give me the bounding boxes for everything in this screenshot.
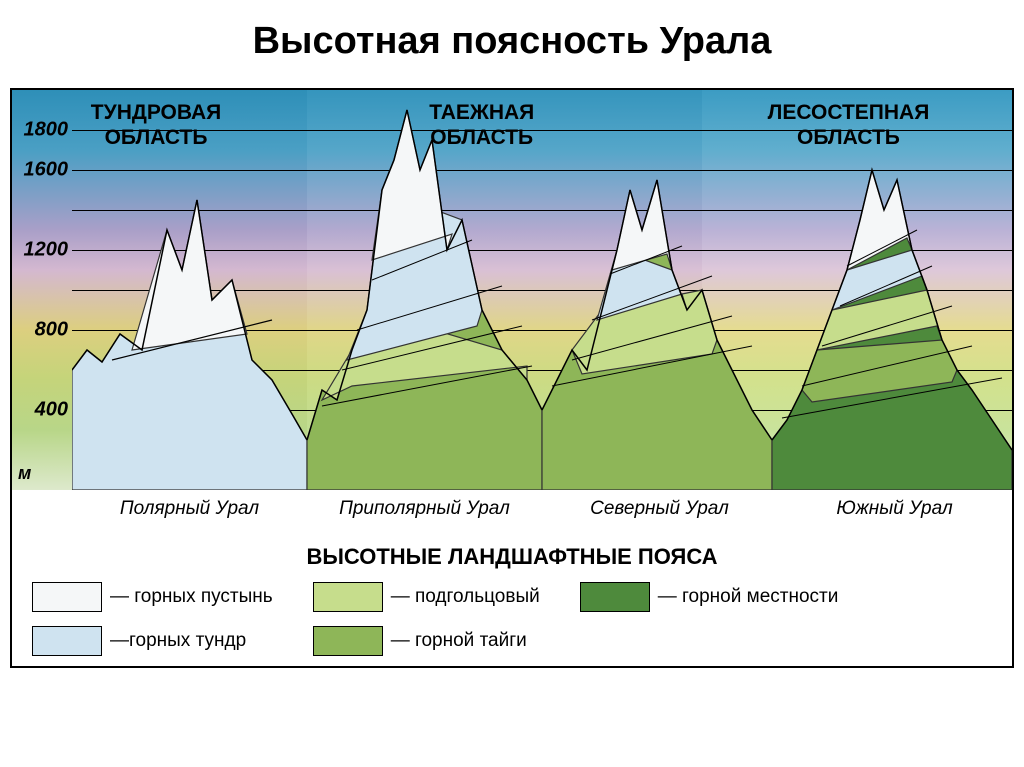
legend-item: — горной местности [580, 582, 839, 612]
x-label: Южный Урал [777, 498, 1012, 520]
legend-label: — горной местности [658, 586, 839, 608]
legend-col-2: — подгольцовый — горной тайги [313, 582, 540, 656]
region-header: ЛЕСОСТЕПНАЯОБЛАСТЬ [768, 100, 930, 150]
page-title: Высотная поясность Урала [10, 20, 1014, 63]
x-label: Приполярный Урал [307, 498, 542, 520]
y-tick-label: 800 [35, 319, 68, 342]
legend-item: — горной тайги [313, 626, 540, 656]
legend-label: —горных тундр [110, 630, 246, 652]
y-tick-label: 1200 [24, 239, 69, 262]
x-label: Полярный Урал [72, 498, 307, 520]
legend-label: — подгольцовый [391, 586, 540, 608]
y-tick-label: 400 [35, 399, 68, 422]
legend-item: — подгольцовый [313, 582, 540, 612]
legend-col-1: — горных пустынь —горных тундр [32, 582, 273, 656]
y-tick-label: 1600 [24, 159, 69, 182]
legend-swatch [580, 582, 650, 612]
legend-swatch [32, 582, 102, 612]
x-label: Северный Урал [542, 498, 777, 520]
region-header: ТУНДРОВАЯОБЛАСТЬ [91, 100, 221, 150]
axis-unit: м [18, 463, 31, 484]
legend-swatch [32, 626, 102, 656]
chart-area: м 1800 1600 1200 800 400 ТУНДРОВАЯОБЛАСТЬ ТАЕ… [12, 90, 1012, 490]
legend: — горных пустынь —горных тундр — подгольц… [12, 582, 1012, 666]
legend-item: — горных пустынь [32, 582, 273, 612]
legend-item: —горных тундр [32, 626, 273, 656]
legend-swatch [313, 626, 383, 656]
legend-label: — горной тайги [391, 630, 527, 652]
x-axis-labels: Полярный УралПриполярный УралСеверный Ур… [12, 490, 1012, 524]
legend-swatch [313, 582, 383, 612]
legend-title: ВЫСОТНЫЕ ЛАНДШАФТНЫЕ ПОЯСА [12, 544, 1012, 570]
region-header: ТАЕЖНАЯОБЛАСТЬ [429, 100, 534, 150]
legend-col-3: — горной местности [580, 582, 839, 656]
y-axis: м 1800 1600 1200 800 400 [12, 90, 72, 490]
chart-container: м 1800 1600 1200 800 400 ТУНДРОВАЯОБЛАСТЬ ТАЕ… [10, 88, 1014, 668]
y-tick-label: 1800 [24, 119, 69, 142]
legend-label: — горных пустынь [110, 586, 273, 608]
plot-area: ТУНДРОВАЯОБЛАСТЬ ТАЕЖНАЯОБЛАСТЬ ЛЕСОСТЕПНА… [72, 90, 1012, 490]
